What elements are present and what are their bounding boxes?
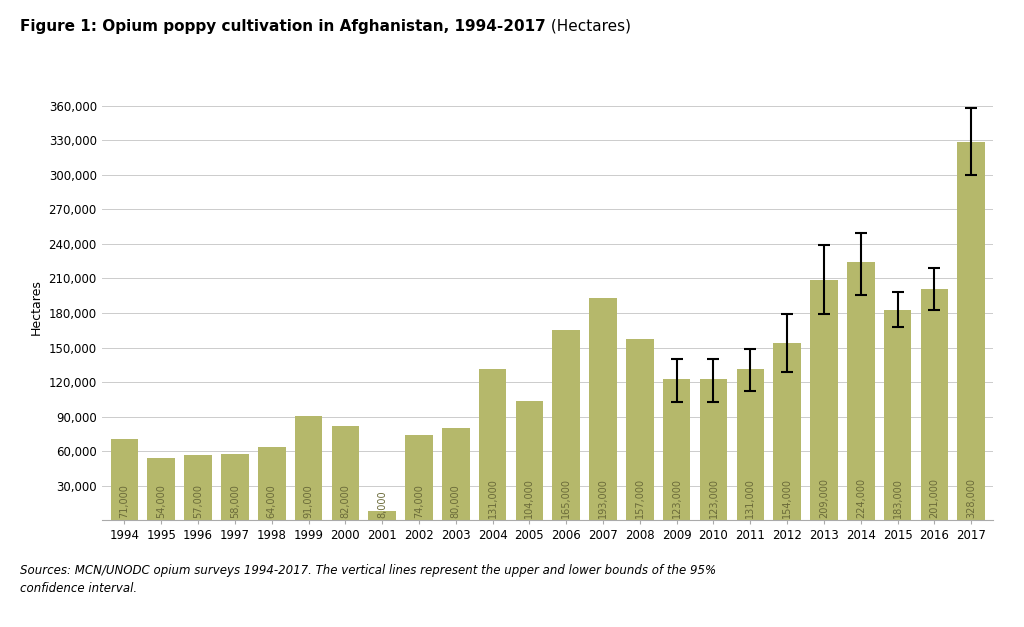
Text: 71,000: 71,000 <box>120 483 129 517</box>
Text: 80,000: 80,000 <box>451 484 461 517</box>
Bar <box>663 379 690 520</box>
Bar <box>626 339 653 520</box>
Text: 58,000: 58,000 <box>230 483 240 517</box>
Bar <box>442 428 470 520</box>
Text: 64,000: 64,000 <box>266 484 276 517</box>
Bar <box>406 435 433 520</box>
Text: 131,000: 131,000 <box>487 478 498 517</box>
Bar <box>921 289 948 520</box>
Text: 224,000: 224,000 <box>856 477 865 517</box>
Text: 91,000: 91,000 <box>303 484 313 517</box>
Text: 104,000: 104,000 <box>524 478 535 517</box>
Bar <box>699 379 727 520</box>
Text: 165,000: 165,000 <box>561 478 571 517</box>
Bar <box>295 416 323 520</box>
Text: 157,000: 157,000 <box>635 477 645 517</box>
Bar <box>957 142 985 520</box>
Y-axis label: Hectares: Hectares <box>30 279 43 335</box>
Bar <box>884 310 911 520</box>
Text: Sources: MCN/UNODC opium surveys 1994-2017. The vertical lines represent the upp: Sources: MCN/UNODC opium surveys 1994-20… <box>20 564 717 595</box>
Bar <box>369 511 396 520</box>
Text: 82,000: 82,000 <box>340 483 350 517</box>
Text: 201,000: 201,000 <box>930 478 939 517</box>
Bar <box>516 401 544 520</box>
Text: 57,000: 57,000 <box>194 483 203 517</box>
Bar <box>773 343 801 520</box>
Bar <box>479 369 507 520</box>
Text: Figure 1: Opium poppy cultivation in Afghanistan, 1994-2017: Figure 1: Opium poppy cultivation in Afg… <box>20 19 546 34</box>
Bar <box>332 426 359 520</box>
Bar <box>147 458 175 520</box>
Text: 54,000: 54,000 <box>157 483 166 517</box>
Bar <box>111 439 138 520</box>
Text: 193,000: 193,000 <box>598 478 608 517</box>
Text: 123,000: 123,000 <box>672 478 682 517</box>
Bar <box>552 330 580 520</box>
Text: (Hectares): (Hectares) <box>546 19 631 34</box>
Bar <box>847 262 874 520</box>
Text: 209,000: 209,000 <box>819 478 829 517</box>
Text: 8,000: 8,000 <box>377 490 387 517</box>
Bar <box>736 369 764 520</box>
Bar <box>589 298 616 520</box>
Text: 183,000: 183,000 <box>893 478 902 517</box>
Bar <box>221 453 249 520</box>
Text: 328,000: 328,000 <box>967 478 976 517</box>
Bar <box>258 446 286 520</box>
Bar <box>184 455 212 520</box>
Bar <box>810 280 838 520</box>
Text: 74,000: 74,000 <box>414 483 424 517</box>
Text: 154,000: 154,000 <box>782 478 793 517</box>
Text: 131,000: 131,000 <box>745 478 756 517</box>
Text: 123,000: 123,000 <box>709 478 719 517</box>
